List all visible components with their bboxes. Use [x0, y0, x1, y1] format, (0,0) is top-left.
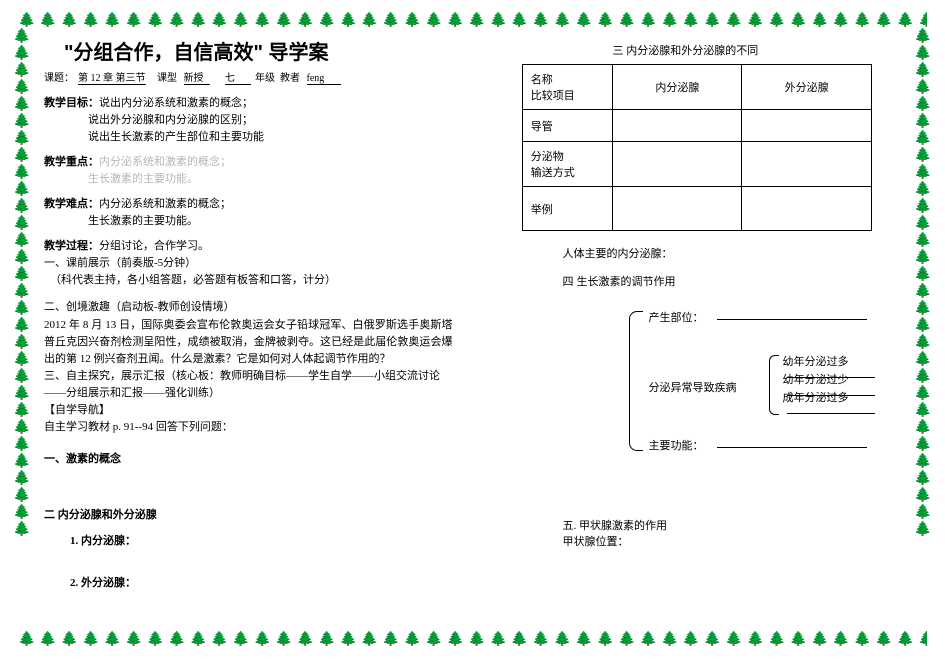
sec3-head: 三、自主探究，展示汇报（核心板：教师明确目标——学生自学——小组交流讨论——分组…: [44, 368, 453, 402]
col-exocrine: 外分泌腺: [742, 65, 871, 110]
meta-teacher-label: 教者: [280, 73, 300, 84]
table-row: 导管: [522, 110, 871, 142]
cell-blank: [742, 110, 871, 142]
row-duct: 导管: [522, 110, 612, 142]
page-content: "分组合作，自信高效" 导学案 课题： 第 12 章 第三节 课型 新授 七年级 …: [44, 36, 901, 630]
goals-block: 教学目标：说出内分泌系统和激素的概念； 说出外分泌腺和内分泌腺的区别； 说出生长…: [44, 95, 453, 146]
table-corner: 名称 比较项目: [522, 65, 612, 110]
cell-blank: [613, 110, 742, 142]
cell-blank: [742, 187, 871, 231]
meta-topic-label: 课题：: [44, 73, 74, 84]
q2-1: 1. 内分泌腺：: [70, 532, 453, 548]
blank-line: [717, 447, 867, 448]
difficulty-2: 生长激素的主要功能。: [44, 213, 453, 230]
goals-label: 教学目标：: [44, 97, 99, 109]
diagram-mainfunc-label: 主要功能：: [649, 437, 704, 453]
main-endocrine-line: 人体主要的内分泌腺：: [563, 245, 902, 261]
q2: 二 内分泌腺和外分泌腺: [44, 506, 453, 522]
section-3-title: 三 内分泌腺和外分泌腺的不同: [613, 42, 902, 58]
col-endocrine: 内分泌腺: [613, 65, 742, 110]
row-example: 举例: [522, 187, 612, 231]
thyroid-position: 甲状腺位置：: [563, 533, 902, 549]
meta-teacher: feng: [307, 73, 341, 85]
section-5-title: 五. 甲状腺激素的作用: [563, 517, 902, 533]
blank-line: [717, 319, 867, 320]
growth-hormone-diagram: 产生部位： 分泌异常导致疾病 幼年分泌过多 幼年分泌过少 成年分泌过多 主要功能…: [553, 307, 902, 477]
bracket-icon: [769, 355, 779, 415]
meta-topic: 第 12 章 第三节: [78, 69, 146, 85]
q2-2: 2. 外分泌腺：: [70, 574, 453, 590]
comparison-table: 名称 比较项目 内分泌腺 外分泌腺 导管 分泌物 输送方式 举例: [522, 64, 872, 231]
row2-line1: 分泌物: [531, 151, 564, 163]
diagram-disease-label: 分泌异常导致疾病: [649, 379, 737, 395]
sec1-sub: （科代表主持，各小组答题，必答题有板答和口答，计分）: [50, 272, 453, 289]
goal-2: 说出外分泌腺和内分泌腺的区别；: [44, 112, 453, 129]
right-column: 三 内分泌腺和外分泌腺的不同 名称 比较项目 内分泌腺 外分泌腺 导管 分泌物 …: [487, 36, 902, 630]
process-label: 教学过程：: [44, 240, 99, 252]
process-block: 教学过程：分组讨论，合作学习。: [44, 238, 453, 255]
blank-line: [787, 413, 875, 414]
table-row: 分泌物 输送方式: [522, 142, 871, 187]
nav-label: 【自学导航】: [44, 402, 453, 419]
goal-1: 说出内分泌系统和激素的概念；: [99, 97, 253, 109]
branch-1-label: 幼年分泌过多: [783, 356, 849, 368]
corner-line2: 比较项目: [531, 90, 575, 102]
left-column: "分组合作，自信高效" 导学案 课题： 第 12 章 第三节 课型 新授 七年级 …: [44, 36, 459, 630]
cell-blank: [613, 142, 742, 187]
meta-grade: 七: [225, 69, 251, 85]
focus-label: 教学重点：: [44, 156, 99, 168]
table-row: 举例: [522, 187, 871, 231]
focus-2: 生长激素的主要功能。: [44, 171, 453, 188]
bracket-icon: [629, 311, 643, 451]
nav-text: 自主学习教材 p. 91--94 回答下列问题：: [44, 419, 453, 436]
focus-block: 教学重点：内分泌系统和激素的概念； 生长激素的主要功能。: [44, 154, 453, 188]
goal-3: 说出生长激素的产生部位和主要功能: [44, 129, 453, 146]
row2-line2: 输送方式: [531, 167, 575, 179]
sec1: 一、课前展示（前奏版-5分钟）: [44, 255, 453, 272]
meta-type-label: 课型: [157, 73, 177, 84]
meta-grade-suffix: 年级: [255, 73, 275, 84]
cell-blank: [742, 142, 871, 187]
table-row: 名称 比较项目 内分泌腺 外分泌腺: [522, 65, 871, 110]
corner-line1: 名称: [531, 74, 553, 86]
doc-title: "分组合作，自信高效" 导学案: [64, 36, 453, 65]
difficulty-label: 教学难点：: [44, 198, 99, 210]
sec2-body: 2012 年 8 月 13 日，国际奥委会宣布伦敦奥运会女子铅球冠军、白俄罗斯选…: [44, 317, 453, 368]
focus-1: 内分泌系统和激素的概念；: [99, 156, 231, 168]
meta-type: 新授: [184, 69, 210, 85]
branch-2-label: 幼年分泌过少: [783, 374, 849, 386]
sec2-head: 二、创境激趣（启动板-教师创设情境）: [44, 299, 453, 316]
difficulty-block: 教学难点：内分泌系统和激素的概念； 生长激素的主要功能。: [44, 196, 453, 230]
diagram-produce-label: 产生部位：: [649, 309, 704, 325]
branch-3-label: 成年分泌过多: [783, 392, 849, 404]
diagram-branch-3: 成年分泌过多: [783, 389, 902, 417]
q1: 一、激素的概念: [44, 450, 453, 466]
section-4-title: 四 生长激素的调节作用: [563, 273, 902, 289]
row-transport: 分泌物 输送方式: [522, 142, 612, 187]
cell-blank: [613, 187, 742, 231]
meta-line: 课题： 第 12 章 第三节 课型 新授 七年级 教者 feng: [44, 69, 453, 85]
difficulty-1: 内分泌系统和激素的概念；: [99, 198, 231, 210]
process-text: 分组讨论，合作学习。: [99, 240, 209, 252]
section-5-block: 五. 甲状腺激素的作用 甲状腺位置：: [563, 517, 902, 549]
